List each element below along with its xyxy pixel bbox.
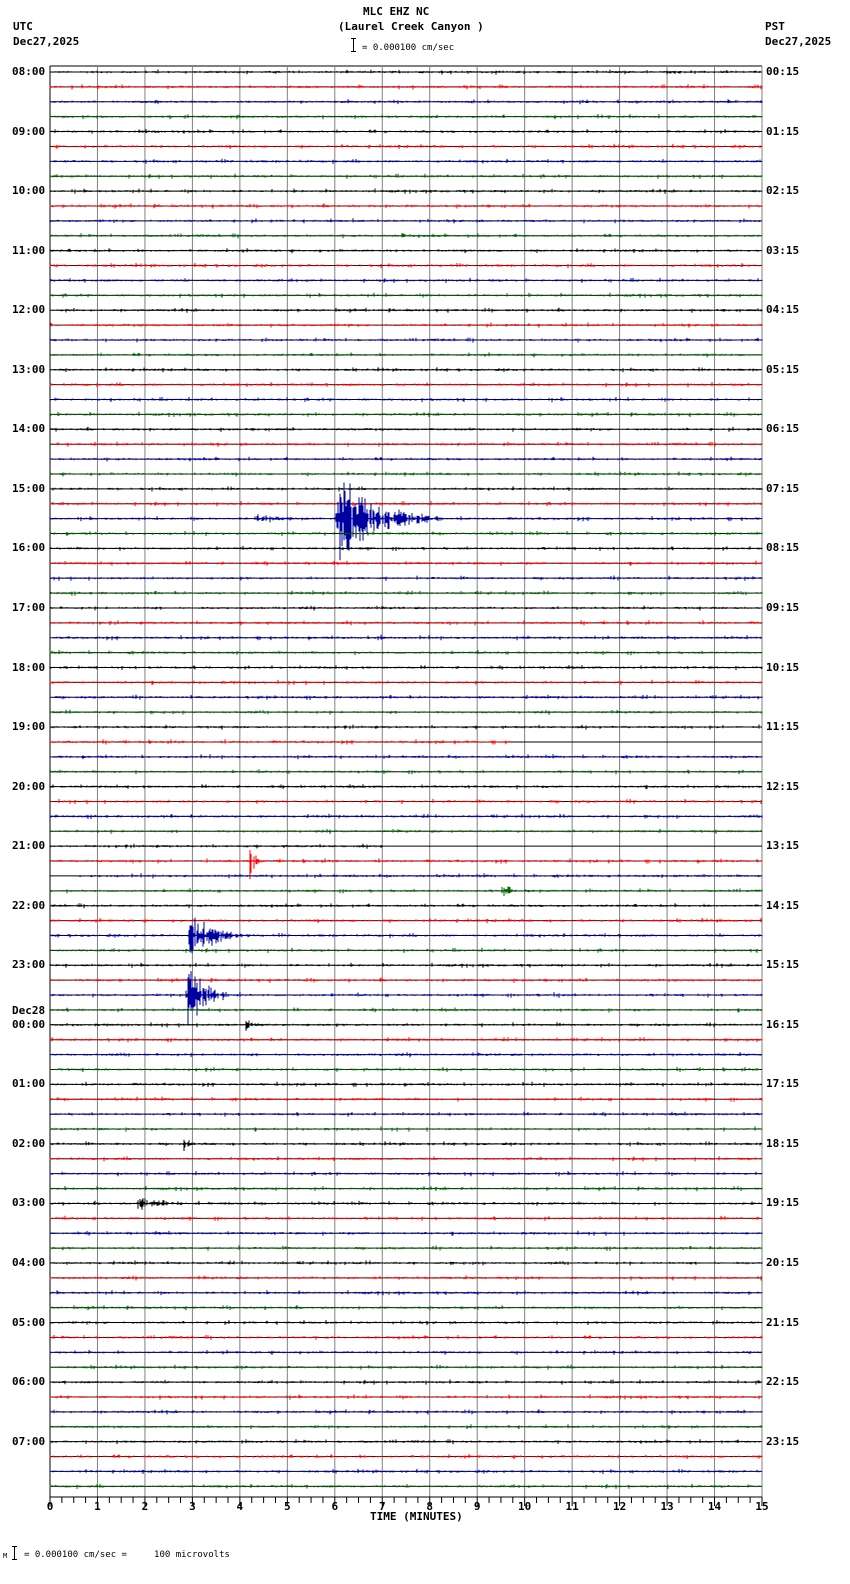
footer-marker: M [3,1552,8,1560]
x-tick-label: 15 [755,1500,769,1513]
utc-hour-label: 02:00 [12,1136,46,1150]
pst-hour-label: 04:15 [766,303,800,317]
utc-hour-label: 18:00 [12,660,46,674]
x-tick-label: 11 [565,1500,579,1513]
date-change-label: Dec28 [12,1003,46,1017]
pst-hour-label: 13:15 [766,839,800,853]
pst-hour-label: 02:15 [766,184,800,198]
utc-hour-label: 16:00 [12,541,46,555]
utc-hour-label: 17:00 [12,600,46,614]
utc-hour-label: 09:00 [12,124,46,138]
utc-hour-label: 03:00 [12,1196,46,1210]
pst-hour-label: 07:15 [766,481,800,495]
pst-hour-label: 16:15 [766,1017,800,1031]
pst-hour-label: 08:15 [766,541,800,555]
pst-hour-label: 01:15 [766,124,800,138]
footer-scale-bar-icon [12,1546,17,1560]
pst-hour-label: 20:15 [766,1256,800,1269]
utc-hour-label: 13:00 [12,362,46,376]
station-title: MLC EHZ NC [363,5,430,18]
pst-hour-label: 15:15 [766,958,800,972]
pst-hour-label: 12:15 [766,779,800,793]
x-tick-label: 4 [236,1500,244,1513]
pst-hour-label: 23:15 [766,1434,800,1448]
utc-hour-label: 12:00 [12,303,46,317]
utc-hour-label: 01:00 [12,1077,46,1091]
x-tick-label: 9 [473,1500,481,1513]
utc-hour-label: 11:00 [12,243,46,257]
utc-hour-label: 08:00 [12,65,46,78]
x-tick-label: 10 [518,1500,532,1513]
pst-hour-label: 22:15 [766,1375,800,1389]
pst-hour-label: 00:15 [766,65,800,78]
utc-hour-label: 22:00 [12,898,46,912]
pst-hour-label: 06:15 [766,422,800,436]
utc-hour-label: 07:00 [12,1434,46,1448]
pst-hour-label: 21:15 [766,1315,800,1329]
x-tick-label: 2 [141,1500,149,1513]
pst-hour-label: 14:15 [766,898,800,912]
utc-hour-label: 20:00 [12,779,46,793]
right-timezone: PST [765,20,785,33]
right-date: Dec27,2025 [765,35,832,48]
footer-scale-text: = 0.000100 cm/sec = 100 microvolts [24,1550,230,1560]
utc-hour-label: 14:00 [12,422,46,436]
pst-hour-label: 10:15 [766,660,800,674]
station-location: (Laurel Creek Canyon ) [338,20,484,33]
x-tick-label: 3 [189,1500,196,1513]
utc-hour-label: 05:00 [12,1315,46,1329]
pst-hour-label: 09:15 [766,600,800,614]
utc-hour-label: 21:00 [12,839,46,853]
x-tick-label: 14 [707,1500,722,1513]
pst-hour-label: 17:15 [766,1077,800,1091]
utc-hour-label: 23:00 [12,958,46,972]
left-timezone: UTC [13,20,33,33]
x-tick-label: 8 [426,1500,434,1513]
x-tick-label: 1 [94,1500,101,1513]
pst-hour-label: 19:15 [766,1196,800,1210]
utc-hour-label: 04:00 [12,1256,46,1269]
x-tick-label: 13 [660,1500,674,1513]
x-tick-label: 6 [331,1500,339,1513]
x-axis-title: TIME (MINUTES) [370,1510,463,1523]
scale-text: = 0.000100 cm/sec [362,43,455,53]
utc-hour-label: 10:00 [12,184,46,198]
left-date: Dec27,2025 [13,35,80,48]
x-tick-label: 7 [378,1500,386,1513]
utc-hour-label: 19:00 [12,720,46,734]
pst-hour-label: 05:15 [766,362,800,376]
scale-bar-icon [351,38,356,52]
x-tick-label: 0 [46,1500,54,1513]
utc-hour-label: 06:00 [12,1375,46,1389]
pst-hour-label: 03:15 [766,243,800,257]
utc-hour-label: 00:00 [12,1017,46,1031]
utc-hour-label: 15:00 [12,481,46,495]
x-tick-label: 12 [612,1500,627,1513]
pst-hour-label: 18:15 [766,1136,800,1150]
x-tick-label: 5 [284,1500,291,1513]
pst-hour-label: 11:15 [766,720,800,734]
